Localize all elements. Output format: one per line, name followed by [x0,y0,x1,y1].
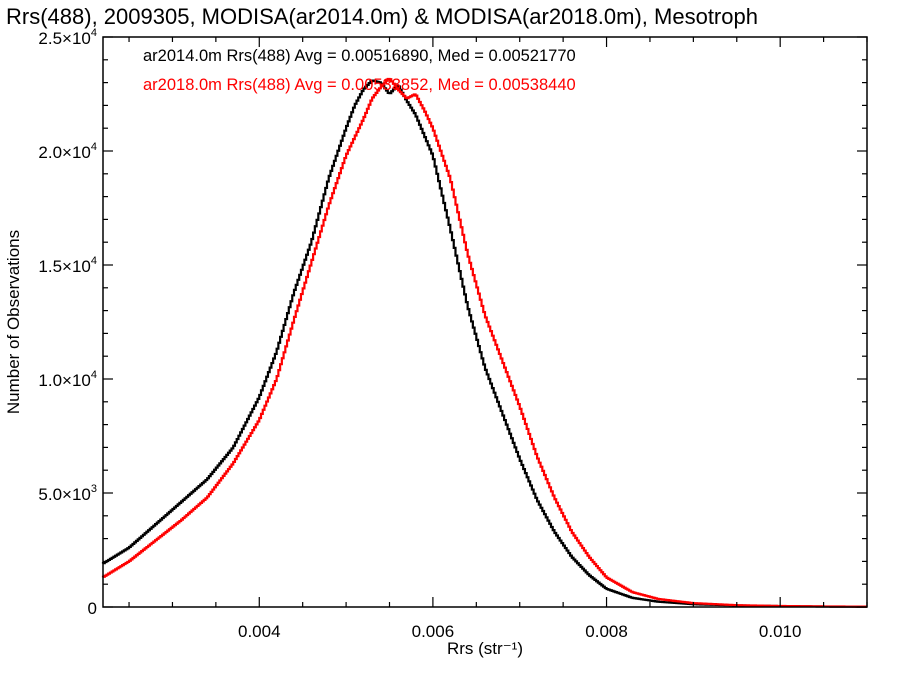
y-axis-label: Number of Observations [4,230,23,414]
y-tick-label: 1.0×104 [38,369,97,390]
series-line-ar2018-0m [101,77,867,608]
legend: ar2014.0m Rrs(488) Avg = 0.00516890, Med… [143,47,576,94]
y-tick-label: 1.5×104 [38,255,97,276]
chart-title: Rrs(488), 2009305, MODISA(ar2014.0m) & M… [6,4,758,29]
x-tick-label: 0.010 [759,622,802,641]
y-tick-label: 2.5×104 [38,27,97,48]
x-tick-label: 0.006 [412,622,455,641]
x-axis-label: Rrs (str⁻¹) [447,639,523,658]
y-tick-label: 5.0×103 [38,483,97,504]
series-line-ar2014-0m [101,79,867,608]
y-axis: 0 5.0×103 1.0×104 1.5×104 2.0×104 2.5×104 [38,27,867,618]
y-tick-label: 0 [88,599,97,618]
y-tick-label: 2.0×104 [38,141,97,162]
x-axis: 0.004 0.006 0.008 0.010 [128,37,868,641]
legend-entry-ar2018: ar2018.0m Rrs(488) Avg = 0.00533852, Med… [143,76,576,94]
plot-area [101,77,867,608]
x-tick-label: 0.008 [585,622,628,641]
plot-frame [102,36,868,608]
legend-entry-ar2014: ar2014.0m Rrs(488) Avg = 0.00516890, Med… [143,47,576,65]
x-tick-label: 0.004 [238,622,281,641]
